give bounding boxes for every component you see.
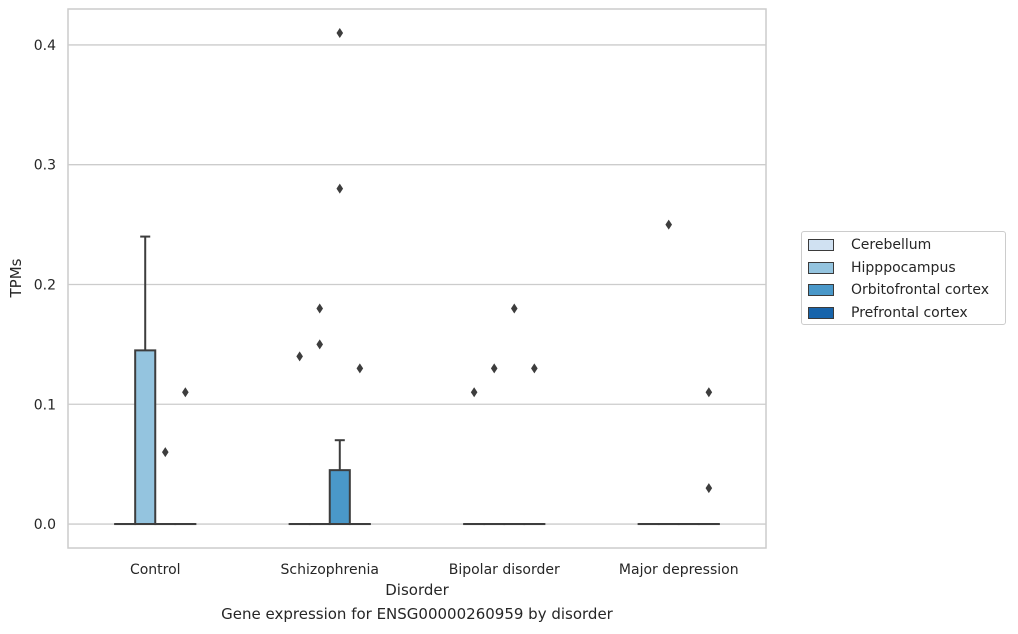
y-tick-label: 0.2 xyxy=(34,277,56,293)
y-tick-label: 0.4 xyxy=(34,38,56,54)
box-hipppocampus xyxy=(134,235,157,526)
box-prefrontal-cortex xyxy=(697,387,720,526)
box-hipppocampus xyxy=(483,363,506,526)
legend-item: Hipppocampus xyxy=(808,258,956,278)
legend-swatch xyxy=(808,306,834,319)
legend-label: Cerebellum xyxy=(851,237,932,253)
y-tick-labels: 0.0 0.1 0.2 0.3 0.4 xyxy=(34,38,56,533)
y-tick-label: 0.3 xyxy=(34,158,56,174)
y-tick-label: 0.1 xyxy=(34,397,56,413)
legend-label: Prefrontal cortex xyxy=(851,304,968,321)
plot-area-frame xyxy=(67,8,767,549)
outlier-point xyxy=(510,303,518,314)
outlier-point xyxy=(356,363,364,374)
box-orbitofrontal-cortex xyxy=(154,447,177,526)
outlier-point xyxy=(470,387,478,398)
x-tick-label: Control xyxy=(130,562,181,578)
legend-swatch xyxy=(808,261,834,274)
legend: Cerebellum Hipppocampus Orbitofrontal cort… xyxy=(801,231,1006,325)
gridlines xyxy=(68,44,766,525)
outlier-point xyxy=(705,483,713,494)
box-orbitofrontal-cortex xyxy=(503,303,526,526)
boxes xyxy=(114,27,720,526)
outlier-point xyxy=(665,219,673,230)
outlier-point xyxy=(531,363,538,374)
box-prefrontal-cortex xyxy=(174,387,197,526)
legend-label: Hipppocampus xyxy=(851,259,956,276)
box-prefrontal-cortex xyxy=(523,363,546,526)
box-cerebellum xyxy=(463,387,486,526)
legend-swatch xyxy=(808,239,834,251)
box-body xyxy=(328,469,351,526)
chart-caption: Gene expression for ENSG00000260959 by d… xyxy=(221,605,613,623)
legend-item: Cerebellum xyxy=(808,235,931,255)
x-tick-label: Major depression xyxy=(619,562,739,578)
box-hipppocampus xyxy=(308,303,331,526)
outlier-point xyxy=(490,363,498,374)
x-tick-label: Bipolar disorder xyxy=(449,562,560,578)
legend-item: Orbitofrontal cortex xyxy=(808,280,989,300)
outlier-point xyxy=(316,303,324,314)
box-orbitofrontal-cortex xyxy=(328,27,351,526)
outlier-point xyxy=(705,387,713,398)
x-tick-label: Schizophrenia xyxy=(281,562,379,578)
box-body xyxy=(134,349,157,526)
box-hipppocampus xyxy=(657,219,680,526)
legend-label: Orbitofrontal cortex xyxy=(851,282,989,298)
outlier-point xyxy=(336,183,344,194)
x-axis-label: Disorder xyxy=(385,581,449,599)
outlier-point xyxy=(336,27,344,38)
outlier-point xyxy=(296,351,303,362)
box-cerebellum xyxy=(288,351,311,526)
y-axis-label: TPMs xyxy=(7,258,25,298)
y-tick-label: 0.0 xyxy=(34,517,56,533)
outlier-point xyxy=(161,447,169,458)
outlier-point xyxy=(182,387,189,398)
x-tick-labels: Control Schizophrenia Bipolar disorder Majo… xyxy=(130,562,739,578)
legend-swatch xyxy=(808,284,834,296)
box-prefrontal-cortex xyxy=(348,363,371,526)
outlier-point xyxy=(316,339,324,350)
legend-item: Prefrontal cortex xyxy=(808,303,968,323)
